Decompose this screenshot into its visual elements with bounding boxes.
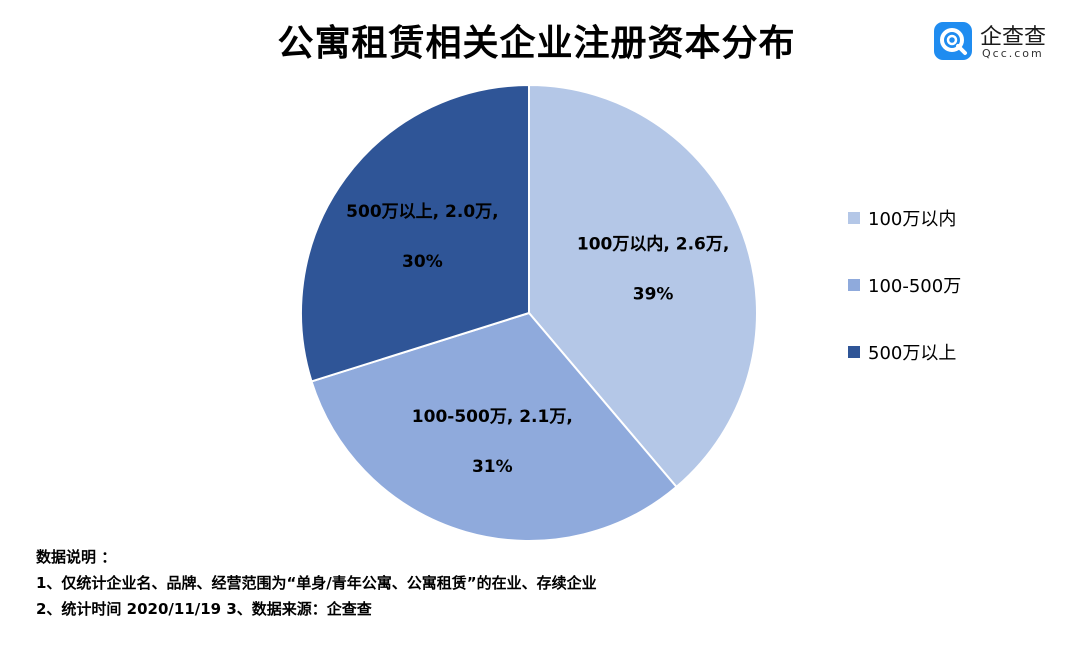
pie-data-label-1: 100万以内, 2.6万,: [577, 233, 729, 254]
pie-slice-2: [310, 311, 678, 542]
qcc-logo: 企查查 Qcc.com: [934, 20, 1062, 64]
legend-label-1: 100万以内: [868, 209, 956, 230]
notes-line-2: 2、统计时间 2020/11/19 3、数据来源：企查查: [36, 600, 372, 618]
pie-data-label-2: 100-500万, 2.1万,: [412, 407, 573, 427]
legend-swatch-1: [848, 212, 860, 224]
pie-slice-1: [528, 83, 758, 489]
pie-data-label-3: 500万以上, 2.0万,: [346, 202, 498, 222]
logo-name: 企查查: [980, 25, 1047, 50]
data-notes: 数据说明 ： 1、仅统计企业名、品牌、经营范围为“单身/青年公寓、公寓租赁”的在…: [36, 544, 597, 622]
pie-percent-label-3: 30%: [402, 252, 443, 272]
notes-line-1: 1、仅统计企业名、品牌、经营范围为“单身/青年公寓、公寓租赁”的在业、存续企业: [36, 574, 597, 592]
qcc-logo-icon: [934, 22, 972, 60]
legend-swatch-3: [848, 346, 860, 358]
pie-slice-3: [300, 83, 530, 383]
logo-url: Qcc.com: [982, 47, 1044, 60]
legend-swatch-2: [848, 279, 860, 291]
pie-percent-label-2: 31%: [472, 457, 513, 477]
pie-slices: [300, 83, 758, 542]
notes-heading: 数据说明 ：: [36, 548, 117, 566]
pie-percent-label-1: 39%: [633, 284, 674, 304]
chart-title: 公寓租赁相关企业注册资本分布: [277, 23, 796, 64]
chart-legend: 100万以内 100-500万 500万以上: [848, 209, 961, 364]
legend-label-2: 100-500万: [868, 276, 961, 297]
legend-label-3: 500万以上: [868, 343, 956, 364]
pie-labels: 100万以内, 2.6万, 39% 100-500万, 2.1万, 31% 500万以上…: [346, 202, 729, 477]
